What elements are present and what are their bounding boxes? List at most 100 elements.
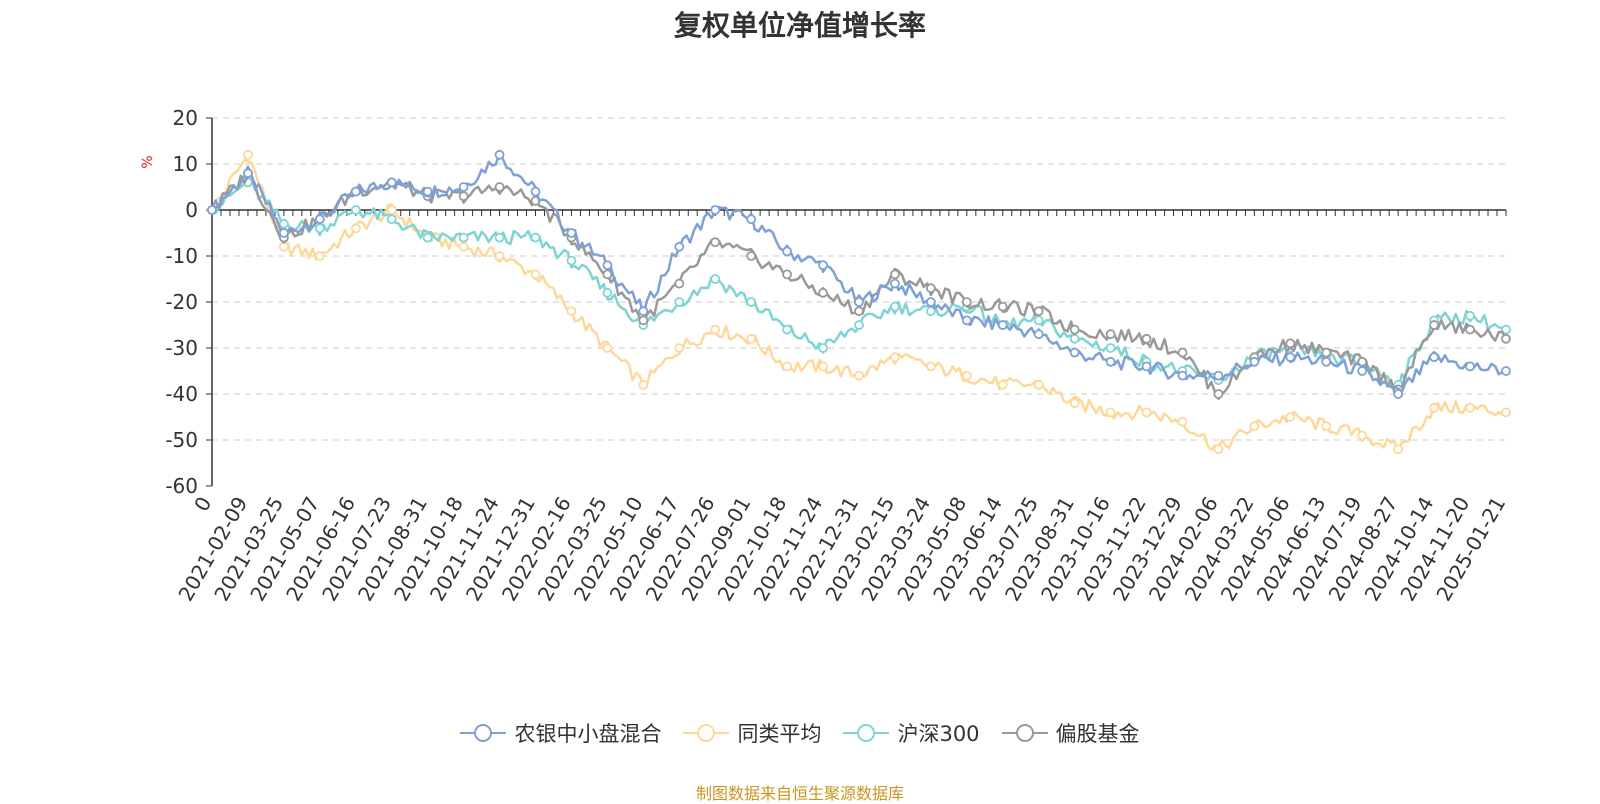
data-point	[1105, 356, 1116, 367]
data-point	[782, 361, 793, 372]
data-point	[602, 260, 613, 271]
data-point	[1429, 402, 1440, 413]
data-point	[674, 297, 685, 307]
y-axis-label: %	[140, 155, 156, 168]
data-point	[638, 306, 649, 317]
series-line	[210, 150, 1507, 394]
data-point	[314, 223, 325, 234]
data-point	[1069, 398, 1080, 409]
data-point	[458, 182, 469, 192]
legend-label: 农银中小盘混合	[514, 722, 662, 746]
data-point	[1429, 320, 1440, 330]
data-point	[925, 283, 936, 294]
data-point	[566, 306, 577, 317]
legend-swatch	[1001, 723, 1048, 743]
legend-item[interactable]: 偏股基金	[1001, 718, 1140, 748]
data-point	[674, 278, 685, 289]
data-point	[458, 232, 469, 243]
data-point	[1105, 329, 1116, 340]
legend: 农银中小盘混合 同类平均 沪深300 偏股基金	[0, 718, 1600, 748]
y-tick-label: -60	[165, 474, 198, 498]
y-tick-label: 10	[173, 152, 198, 176]
data-point	[1069, 324, 1080, 335]
data-point	[1105, 343, 1116, 353]
data-point	[494, 251, 505, 261]
data-point	[350, 205, 361, 215]
data-point	[314, 214, 325, 225]
data-point	[1465, 310, 1475, 321]
data-point	[674, 241, 685, 252]
data-point	[1393, 389, 1404, 399]
data-point	[278, 218, 289, 229]
data-point	[1213, 389, 1224, 399]
legend-swatch	[460, 723, 507, 743]
data-point	[602, 269, 613, 280]
data-point	[530, 269, 541, 280]
data-point	[746, 297, 757, 307]
data-point	[530, 232, 541, 243]
data-point	[1033, 306, 1044, 317]
data-point	[818, 260, 828, 271]
data-point	[422, 232, 433, 243]
data-point	[710, 324, 721, 335]
legend-item[interactable]: 农银中小盘混合	[460, 718, 661, 748]
data-point	[1141, 333, 1152, 344]
data-point	[925, 297, 936, 307]
data-point	[494, 232, 505, 243]
data-point	[746, 333, 757, 344]
data-point	[278, 228, 289, 238]
data-point	[961, 297, 972, 307]
data-point	[1141, 361, 1152, 372]
series-line	[211, 174, 1508, 400]
data-point	[1357, 430, 1368, 441]
data-point	[530, 186, 541, 197]
legend-item[interactable]: 同类平均	[683, 718, 821, 748]
data-point	[925, 361, 936, 372]
data-point	[386, 214, 397, 225]
data-point	[674, 343, 685, 353]
data-point	[602, 287, 613, 298]
data-point	[854, 297, 864, 307]
data-point	[1285, 412, 1296, 422]
x-tick-label: 0	[189, 493, 216, 516]
source-note: 制图数据来自恒生聚源数据库	[695, 784, 904, 803]
data-point	[1285, 352, 1296, 363]
data-point	[890, 352, 900, 363]
data-point	[1285, 338, 1296, 349]
legend-item[interactable]: 沪深300	[843, 718, 980, 748]
legend-label: 同类平均	[737, 722, 822, 746]
data-point	[997, 379, 1008, 390]
data-point	[386, 205, 397, 215]
data-point	[1213, 444, 1224, 455]
data-point	[314, 251, 325, 261]
data-point	[818, 361, 828, 372]
data-point	[350, 223, 361, 234]
data-point	[890, 278, 900, 289]
data-point	[1321, 356, 1332, 367]
data-point	[207, 205, 217, 215]
data-point	[710, 274, 721, 284]
data-point	[566, 255, 577, 266]
data-point	[782, 269, 793, 280]
data-point	[997, 301, 1008, 312]
data-point	[1177, 416, 1188, 427]
data-point	[1069, 333, 1080, 344]
y-tick-label: -50	[165, 428, 198, 452]
data-point	[1429, 352, 1440, 363]
y-tick-label: -10	[165, 244, 198, 268]
data-point	[854, 320, 864, 330]
data-point	[1321, 347, 1332, 358]
data-point	[1465, 402, 1475, 413]
data-point	[782, 246, 793, 257]
data-point	[1105, 407, 1116, 418]
legend-swatch	[843, 723, 890, 743]
data-point	[1177, 347, 1188, 358]
y-tick-label: 0	[185, 198, 198, 222]
data-point	[638, 315, 649, 326]
data-point	[997, 320, 1008, 330]
data-point	[1465, 324, 1475, 335]
data-point	[925, 306, 936, 317]
data-point	[854, 370, 864, 381]
data-point	[458, 191, 469, 202]
